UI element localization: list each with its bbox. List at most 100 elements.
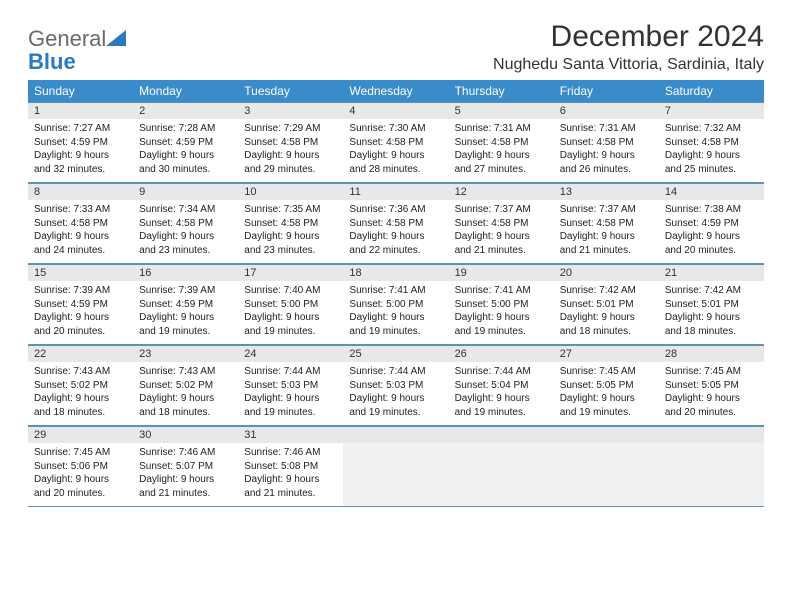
day-number-empty <box>449 426 554 443</box>
sunset-line: Sunset: 4:58 PM <box>560 217 653 231</box>
day-details: Sunrise: 7:42 AMSunset: 5:01 PMDaylight:… <box>554 281 659 344</box>
daylight-line: Daylight: 9 hours and 20 minutes. <box>34 473 127 500</box>
day-details: Sunrise: 7:30 AMSunset: 4:58 PMDaylight:… <box>343 119 448 182</box>
daylight-line: Daylight: 9 hours and 18 minutes. <box>139 392 232 419</box>
sunrise-line: Sunrise: 7:32 AM <box>665 122 758 136</box>
sunrise-line: Sunrise: 7:31 AM <box>455 122 548 136</box>
sunset-line: Sunset: 5:06 PM <box>34 460 127 474</box>
calendar-day-cell: 25Sunrise: 7:44 AMSunset: 5:03 PMDayligh… <box>343 345 448 426</box>
calendar-day-cell: 16Sunrise: 7:39 AMSunset: 4:59 PMDayligh… <box>133 264 238 345</box>
sunset-line: Sunset: 4:59 PM <box>139 136 232 150</box>
day-number-empty <box>554 426 659 443</box>
daylight-line: Daylight: 9 hours and 19 minutes. <box>349 311 442 338</box>
calendar-day-cell <box>343 426 448 507</box>
day-number: 20 <box>554 264 659 281</box>
calendar-day-cell: 8Sunrise: 7:33 AMSunset: 4:58 PMDaylight… <box>28 183 133 264</box>
daylight-line: Daylight: 9 hours and 19 minutes. <box>560 392 653 419</box>
sunset-line: Sunset: 5:04 PM <box>455 379 548 393</box>
sunset-line: Sunset: 4:58 PM <box>349 217 442 231</box>
sunset-line: Sunset: 5:03 PM <box>244 379 337 393</box>
sunset-line: Sunset: 5:08 PM <box>244 460 337 474</box>
sunrise-line: Sunrise: 7:33 AM <box>34 203 127 217</box>
day-details: Sunrise: 7:45 AMSunset: 5:05 PMDaylight:… <box>554 362 659 425</box>
sunset-line: Sunset: 5:03 PM <box>349 379 442 393</box>
day-number: 27 <box>554 345 659 362</box>
sunrise-line: Sunrise: 7:37 AM <box>560 203 653 217</box>
calendar-day-cell: 28Sunrise: 7:45 AMSunset: 5:05 PMDayligh… <box>659 345 764 426</box>
day-details: Sunrise: 7:35 AMSunset: 4:58 PMDaylight:… <box>238 200 343 263</box>
sunrise-line: Sunrise: 7:43 AM <box>139 365 232 379</box>
calendar-day-cell: 9Sunrise: 7:34 AMSunset: 4:58 PMDaylight… <box>133 183 238 264</box>
day-details: Sunrise: 7:46 AMSunset: 5:07 PMDaylight:… <box>133 443 238 506</box>
sunset-line: Sunset: 5:00 PM <box>349 298 442 312</box>
daylight-line: Daylight: 9 hours and 19 minutes. <box>455 311 548 338</box>
daylight-line: Daylight: 9 hours and 32 minutes. <box>34 149 127 176</box>
day-number: 25 <box>343 345 448 362</box>
day-details: Sunrise: 7:41 AMSunset: 5:00 PMDaylight:… <box>449 281 554 344</box>
sunrise-line: Sunrise: 7:34 AM <box>139 203 232 217</box>
weekday-header: Sunday <box>28 80 133 102</box>
sunset-line: Sunset: 5:02 PM <box>139 379 232 393</box>
day-number: 10 <box>238 183 343 200</box>
daylight-line: Daylight: 9 hours and 21 minutes. <box>560 230 653 257</box>
daylight-line: Daylight: 9 hours and 18 minutes. <box>665 311 758 338</box>
day-number: 9 <box>133 183 238 200</box>
day-details: Sunrise: 7:44 AMSunset: 5:04 PMDaylight:… <box>449 362 554 425</box>
daylight-line: Daylight: 9 hours and 20 minutes. <box>665 230 758 257</box>
sunrise-line: Sunrise: 7:31 AM <box>560 122 653 136</box>
sunrise-line: Sunrise: 7:39 AM <box>139 284 232 298</box>
sunrise-line: Sunrise: 7:39 AM <box>34 284 127 298</box>
sunset-line: Sunset: 5:00 PM <box>455 298 548 312</box>
calendar-day-cell: 4Sunrise: 7:30 AMSunset: 4:58 PMDaylight… <box>343 102 448 183</box>
calendar-day-cell: 10Sunrise: 7:35 AMSunset: 4:58 PMDayligh… <box>238 183 343 264</box>
day-number: 4 <box>343 102 448 119</box>
sunset-line: Sunset: 5:05 PM <box>665 379 758 393</box>
day-number: 14 <box>659 183 764 200</box>
day-details: Sunrise: 7:46 AMSunset: 5:08 PMDaylight:… <box>238 443 343 506</box>
sunset-line: Sunset: 4:58 PM <box>139 217 232 231</box>
day-number: 24 <box>238 345 343 362</box>
daylight-line: Daylight: 9 hours and 24 minutes. <box>34 230 127 257</box>
calendar-table: Sunday Monday Tuesday Wednesday Thursday… <box>28 80 764 507</box>
logo-triangle-icon <box>106 30 126 46</box>
day-number: 30 <box>133 426 238 443</box>
day-details: Sunrise: 7:29 AMSunset: 4:58 PMDaylight:… <box>238 119 343 182</box>
day-number: 22 <box>28 345 133 362</box>
day-details: Sunrise: 7:31 AMSunset: 4:58 PMDaylight:… <box>554 119 659 182</box>
sunset-line: Sunset: 4:59 PM <box>665 217 758 231</box>
brand-part2: Blue <box>28 49 76 74</box>
sunrise-line: Sunrise: 7:45 AM <box>34 446 127 460</box>
day-details: Sunrise: 7:42 AMSunset: 5:01 PMDaylight:… <box>659 281 764 344</box>
day-number: 5 <box>449 102 554 119</box>
day-number: 26 <box>449 345 554 362</box>
day-number-empty <box>343 426 448 443</box>
sunrise-line: Sunrise: 7:37 AM <box>455 203 548 217</box>
sunrise-line: Sunrise: 7:41 AM <box>455 284 548 298</box>
sunset-line: Sunset: 4:58 PM <box>349 136 442 150</box>
day-number: 13 <box>554 183 659 200</box>
sunset-line: Sunset: 5:05 PM <box>560 379 653 393</box>
calendar-day-cell: 11Sunrise: 7:36 AMSunset: 4:58 PMDayligh… <box>343 183 448 264</box>
daylight-line: Daylight: 9 hours and 21 minutes. <box>244 473 337 500</box>
calendar-day-cell: 18Sunrise: 7:41 AMSunset: 5:00 PMDayligh… <box>343 264 448 345</box>
day-number-empty <box>659 426 764 443</box>
calendar-day-cell: 30Sunrise: 7:46 AMSunset: 5:07 PMDayligh… <box>133 426 238 507</box>
calendar-day-cell: 15Sunrise: 7:39 AMSunset: 4:59 PMDayligh… <box>28 264 133 345</box>
daylight-line: Daylight: 9 hours and 19 minutes. <box>139 311 232 338</box>
sunrise-line: Sunrise: 7:45 AM <box>665 365 758 379</box>
sunset-line: Sunset: 4:59 PM <box>139 298 232 312</box>
calendar-day-cell: 22Sunrise: 7:43 AMSunset: 5:02 PMDayligh… <box>28 345 133 426</box>
sunrise-line: Sunrise: 7:45 AM <box>560 365 653 379</box>
sunrise-line: Sunrise: 7:46 AM <box>244 446 337 460</box>
sunset-line: Sunset: 4:58 PM <box>34 217 127 231</box>
calendar-week-row: 1Sunrise: 7:27 AMSunset: 4:59 PMDaylight… <box>28 102 764 183</box>
sunrise-line: Sunrise: 7:29 AM <box>244 122 337 136</box>
daylight-line: Daylight: 9 hours and 22 minutes. <box>349 230 442 257</box>
sunrise-line: Sunrise: 7:44 AM <box>349 365 442 379</box>
daylight-line: Daylight: 9 hours and 28 minutes. <box>349 149 442 176</box>
weekday-header: Wednesday <box>343 80 448 102</box>
sunset-line: Sunset: 4:58 PM <box>244 136 337 150</box>
calendar-day-cell <box>554 426 659 507</box>
brand-logo: General Blue <box>28 20 126 74</box>
sunrise-line: Sunrise: 7:28 AM <box>139 122 232 136</box>
